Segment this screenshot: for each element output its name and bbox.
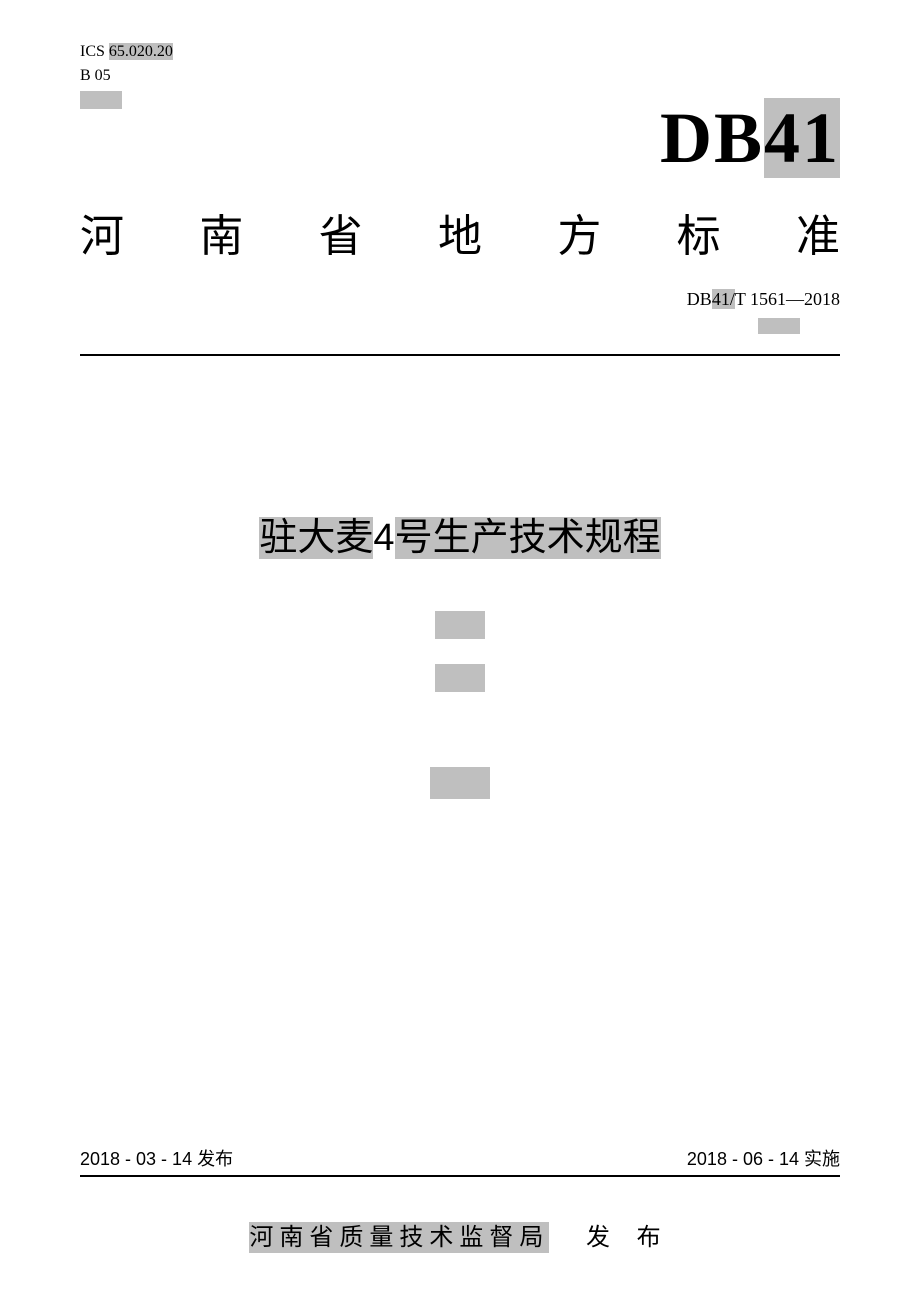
province-title: 河 南 省 地 方 标 准 bbox=[80, 200, 840, 264]
decorative-block bbox=[758, 318, 800, 334]
title-char: 标 bbox=[677, 200, 721, 264]
logo-number: 41 bbox=[764, 98, 840, 178]
b-code: B 05 bbox=[80, 64, 840, 88]
title-char: 地 bbox=[438, 200, 482, 264]
title-char: 准 bbox=[796, 200, 840, 264]
center-decorative-blocks bbox=[80, 601, 840, 814]
std-dash: — bbox=[786, 289, 804, 309]
standard-logo: DB41 bbox=[660, 98, 840, 178]
date-row: 2018 - 03 - 14 发布 2018 - 06 - 14 实施 bbox=[80, 1145, 840, 1177]
decorative-block bbox=[435, 664, 485, 692]
divider-line bbox=[80, 354, 840, 356]
title-part3: 号生产技术规程 bbox=[395, 517, 661, 559]
publisher-action: 发 布 bbox=[586, 1224, 671, 1251]
decorative-block bbox=[80, 91, 122, 109]
title-part2: 4 bbox=[373, 517, 394, 559]
publisher-row: 河南省质量技术监督局 发 布 bbox=[80, 1217, 840, 1252]
std-prefix: DB bbox=[687, 289, 712, 309]
title-part1: 驻大麦 bbox=[259, 517, 373, 559]
std-suffix: T 1561 bbox=[735, 289, 786, 309]
logo-prefix: DB bbox=[660, 98, 764, 178]
decorative-block bbox=[430, 767, 490, 799]
decorative-block bbox=[435, 611, 485, 639]
issue-date: 2018 - 03 - 14 发布 bbox=[80, 1145, 233, 1171]
footer: 2018 - 03 - 14 发布 2018 - 06 - 14 实施 河南省质… bbox=[80, 1145, 840, 1252]
effective-date: 2018 - 06 - 14 实施 bbox=[687, 1145, 840, 1171]
ics-label: ICS bbox=[80, 43, 105, 60]
std-year: 2018 bbox=[804, 289, 840, 309]
tiny-block-row bbox=[80, 318, 840, 339]
standard-logo-row: DB41 bbox=[80, 97, 840, 180]
ics-code: 65.020.20 bbox=[109, 43, 173, 60]
document-main-title: 驻大麦4号生产技术规程 bbox=[80, 506, 840, 561]
ics-line: ICS 65.020.20 bbox=[80, 40, 840, 64]
publisher-name: 河南省质量技术监督局 bbox=[249, 1222, 549, 1253]
title-char: 方 bbox=[557, 200, 601, 264]
title-char: 南 bbox=[199, 200, 243, 264]
title-char: 河 bbox=[80, 200, 124, 264]
std-middle: 41 bbox=[712, 289, 730, 309]
title-char: 省 bbox=[319, 200, 363, 264]
standard-number: DB41/T 1561—2018 bbox=[80, 289, 840, 310]
